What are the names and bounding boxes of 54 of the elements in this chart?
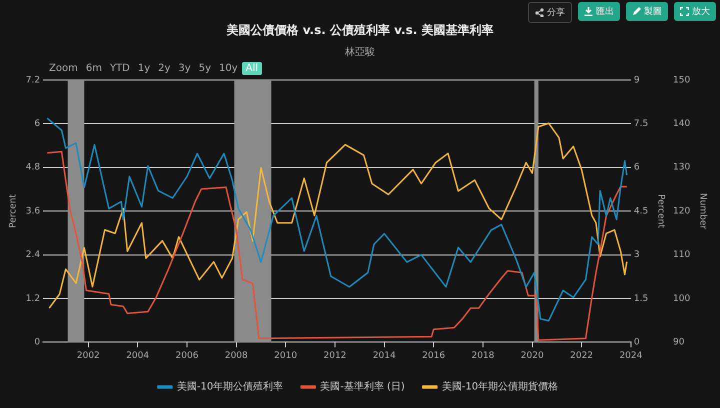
text: All: [242, 62, 262, 75]
text: 10y: [218, 62, 239, 75]
y3-tick-label: 90: [673, 338, 685, 348]
x-tick-label: 2008: [224, 350, 248, 361]
y2-tick-label: 9: [634, 75, 640, 86]
x-tick-label: 2004: [126, 350, 150, 361]
x-tick-label: 2022: [570, 350, 594, 361]
x-tick-label: 2002: [76, 350, 100, 361]
text: 1y: [136, 62, 152, 75]
x-tick-label: 2012: [324, 350, 346, 361]
x-tick-label: 2018: [471, 350, 495, 361]
chart-subtitle: 林亞駿: [344, 46, 376, 59]
text: 製圖: [644, 6, 662, 18]
y-axis-title: Percent: [8, 194, 19, 228]
x-tick-label: 2014: [372, 350, 396, 361]
text: 3y: [177, 62, 192, 75]
y2-tick-label: 7.5: [634, 119, 648, 130]
x-tick-label: 2024: [619, 350, 643, 361]
y2-tick-label: 1.5: [634, 294, 648, 304]
x-tick-label: 2006: [176, 350, 199, 361]
y-tick-label: 0: [34, 338, 40, 348]
text: 6m: [84, 62, 103, 75]
y-tick-label: 7.2: [26, 75, 40, 86]
legend-label: 美國-基準利率 (日): [320, 380, 405, 393]
text: Zoom: [48, 62, 79, 75]
y2-axis-title: Percent: [655, 194, 666, 228]
text: 匯出: [596, 6, 614, 18]
y-tick-label: 2.4: [26, 250, 40, 260]
y2-tick-label: 4.5: [634, 206, 648, 216]
text: 放大: [692, 6, 710, 18]
y2-tick-label: 0: [634, 338, 640, 348]
y3-tick-label: 100: [673, 294, 690, 304]
y3-tick-label: 120: [673, 206, 690, 216]
y3-tick-label: 150: [673, 75, 690, 86]
text: YTD: [108, 62, 131, 75]
y2-tick-label: 3: [634, 250, 640, 260]
legend-label: 美國-10年期公債殖利率: [176, 380, 284, 393]
x-tick-label: 2010: [274, 350, 298, 361]
y-tick-label: 3.6: [26, 206, 40, 216]
y3-axis-title: Number: [697, 193, 708, 230]
text: 分享: [547, 6, 565, 19]
y2-tick-label: 6: [634, 162, 640, 173]
text: 2y: [157, 62, 172, 75]
text: 5y: [198, 62, 212, 75]
x-tick-label: 2020: [520, 350, 544, 361]
y-tick-label: 4.8: [26, 162, 40, 173]
legend-label: 美國-10年期公債期貨價格: [442, 380, 558, 393]
y3-tick-label: 140: [673, 119, 690, 130]
x-tick-label: 2016: [422, 350, 446, 361]
y-tick-label: 1.2: [26, 294, 40, 304]
chart-title: 美國公債價格 v.s. 公債殖利率 v.s. 美國基準利率: [226, 22, 494, 39]
y3-tick-label: 130: [673, 162, 690, 173]
y3-tick-label: 110: [673, 250, 690, 260]
y-tick-label: 6: [34, 119, 40, 130]
